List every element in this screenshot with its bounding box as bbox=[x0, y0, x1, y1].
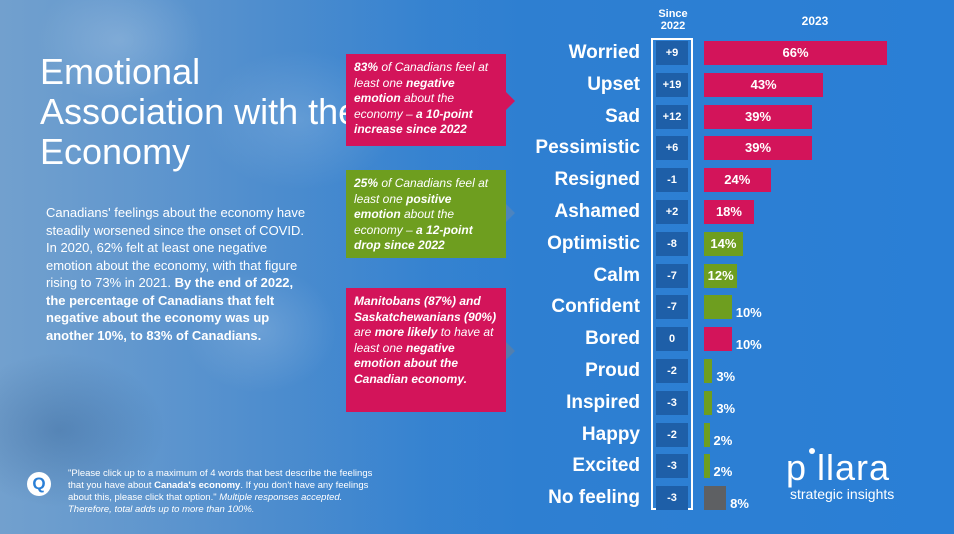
category-label: Worried bbox=[568, 42, 640, 63]
bar bbox=[704, 73, 824, 97]
callout-stat: 83% bbox=[354, 60, 379, 74]
change-since-2022: -3 bbox=[656, 391, 688, 415]
callout-positive: 25% of Canadians feel at least one posit… bbox=[346, 170, 506, 258]
bar bbox=[704, 41, 887, 65]
category-label: Calm bbox=[593, 265, 640, 286]
callout-arrow bbox=[506, 342, 515, 360]
bar-value-label: 39% bbox=[745, 109, 772, 124]
body-emphasis: By the end of 2022, the percentage of Ca… bbox=[46, 275, 294, 343]
change-since-2022: +9 bbox=[656, 41, 688, 65]
year-2023-header: 2023 bbox=[801, 14, 829, 28]
change-since-2022: -7 bbox=[656, 295, 688, 319]
change-since-2022: -3 bbox=[656, 454, 688, 478]
category-label: Proud bbox=[585, 360, 640, 381]
callout-text: about the economy – bbox=[354, 207, 455, 237]
bar-value-label: 39% bbox=[745, 140, 772, 155]
logo-tagline: strategic insights bbox=[790, 486, 895, 502]
callout-stat: 25% bbox=[354, 176, 379, 190]
page-title: Emotional Association with the Economy bbox=[40, 51, 359, 172]
change-since-2022: -7 bbox=[656, 264, 688, 288]
category-label: Inspired bbox=[566, 392, 640, 413]
change-since-2022: -3 bbox=[656, 486, 688, 510]
category-label: Optimistic bbox=[547, 233, 640, 254]
callout-stat: Manitobans (87%) and Saskatchewanians (9… bbox=[354, 294, 497, 324]
category-label: Sad bbox=[605, 106, 640, 127]
logo-text: llara bbox=[817, 447, 891, 488]
category-label: Bored bbox=[585, 328, 640, 349]
change-since-2022: +19 bbox=[656, 73, 688, 97]
bar-value-label: 2% bbox=[713, 464, 733, 479]
change-since-2022: 0 bbox=[656, 327, 688, 351]
bar bbox=[704, 327, 732, 351]
callout-arrow bbox=[506, 92, 515, 110]
bar-value-label: 12% bbox=[707, 268, 734, 283]
bar-value-label: 66% bbox=[782, 45, 809, 60]
callout-text: are bbox=[354, 325, 375, 339]
body-text: Canadians' feelings about the economy ha… bbox=[46, 204, 314, 344]
callout-emphasis: more likely bbox=[374, 325, 438, 339]
change-since-2022: -2 bbox=[656, 423, 688, 447]
since-2022-header: Since 2022 bbox=[658, 8, 688, 32]
callout-text: to have at least one bbox=[354, 325, 494, 355]
callout-arrow bbox=[506, 204, 515, 222]
note-emphasis: Canada's economy bbox=[154, 480, 241, 491]
category-label: No feeling bbox=[548, 487, 640, 508]
category-label: Upset bbox=[587, 74, 640, 95]
change-since-2022: -1 bbox=[656, 168, 688, 192]
bar-value-label: 10% bbox=[735, 305, 762, 320]
note-text: "Please click up to a maximum of 4 words… bbox=[68, 468, 373, 491]
category-label: Confident bbox=[551, 296, 640, 317]
callout-emphasis: negative emotion bbox=[354, 75, 455, 106]
callout-negative: 83% of Canadians feel at least one negat… bbox=[346, 54, 506, 146]
category-label: Excited bbox=[572, 455, 640, 476]
callout-regional: Manitobans (87%) and Saskatchewanians (9… bbox=[346, 288, 506, 412]
bar bbox=[704, 168, 771, 192]
bar bbox=[704, 136, 813, 160]
note-italic: Multiple responses accepted. Therefore, … bbox=[68, 492, 343, 515]
bar bbox=[704, 200, 754, 224]
change-since-2022: -2 bbox=[656, 359, 688, 383]
bar-value-label: 3% bbox=[716, 369, 736, 384]
bar-value-label: 14% bbox=[710, 236, 737, 251]
bar bbox=[704, 295, 732, 319]
bar bbox=[704, 105, 813, 129]
callout-emphasis: a 12-point drop since 2022 bbox=[354, 222, 473, 253]
bar-value-label: 10% bbox=[735, 337, 762, 352]
logo-text: p bbox=[786, 447, 808, 488]
callout-emphasis: a 10-point increase since 2022 bbox=[354, 106, 473, 137]
bar bbox=[704, 359, 713, 383]
body-paragraph: Canadians' feelings about the economy ha… bbox=[46, 205, 306, 290]
pollara-logo: p llara bbox=[786, 448, 890, 488]
bar bbox=[704, 232, 743, 256]
logo-dot-icon bbox=[809, 448, 816, 454]
question-note: "Please click up to a maximum of 4 words… bbox=[68, 468, 388, 516]
bar-value-label: 8% bbox=[730, 496, 749, 511]
bar bbox=[704, 391, 713, 415]
question-icon: Q bbox=[27, 472, 51, 496]
note-text: . If you don't have any feelings about t… bbox=[68, 480, 369, 503]
bar bbox=[704, 264, 738, 288]
callout-text: of Canadians feel at least one bbox=[354, 60, 489, 90]
bar-value-label: 2% bbox=[713, 433, 733, 448]
bar-value-label: 18% bbox=[715, 204, 742, 219]
change-since-2022: +2 bbox=[656, 200, 688, 224]
bar-value-label: 43% bbox=[750, 77, 777, 92]
category-label: Happy bbox=[581, 424, 640, 445]
callout-emphasis: negative emotion about the Canadian econ… bbox=[354, 340, 467, 386]
bar bbox=[704, 423, 710, 447]
callout-emphasis: positive emotion bbox=[354, 191, 452, 222]
callout-text: about the economy – bbox=[354, 91, 455, 121]
change-since-2022: +6 bbox=[656, 136, 688, 160]
bar-value-label: 24% bbox=[724, 172, 751, 187]
change-since-2022: -8 bbox=[656, 232, 688, 256]
category-label: Ashamed bbox=[554, 201, 640, 222]
bar bbox=[704, 486, 727, 510]
bar-value-label: 3% bbox=[716, 401, 736, 416]
bar bbox=[704, 454, 710, 478]
category-label: Resigned bbox=[554, 169, 640, 190]
change-since-2022: +12 bbox=[656, 105, 688, 129]
callout-text: of Canadians feel at least one bbox=[354, 176, 489, 206]
category-label: Pessimistic bbox=[535, 137, 640, 158]
